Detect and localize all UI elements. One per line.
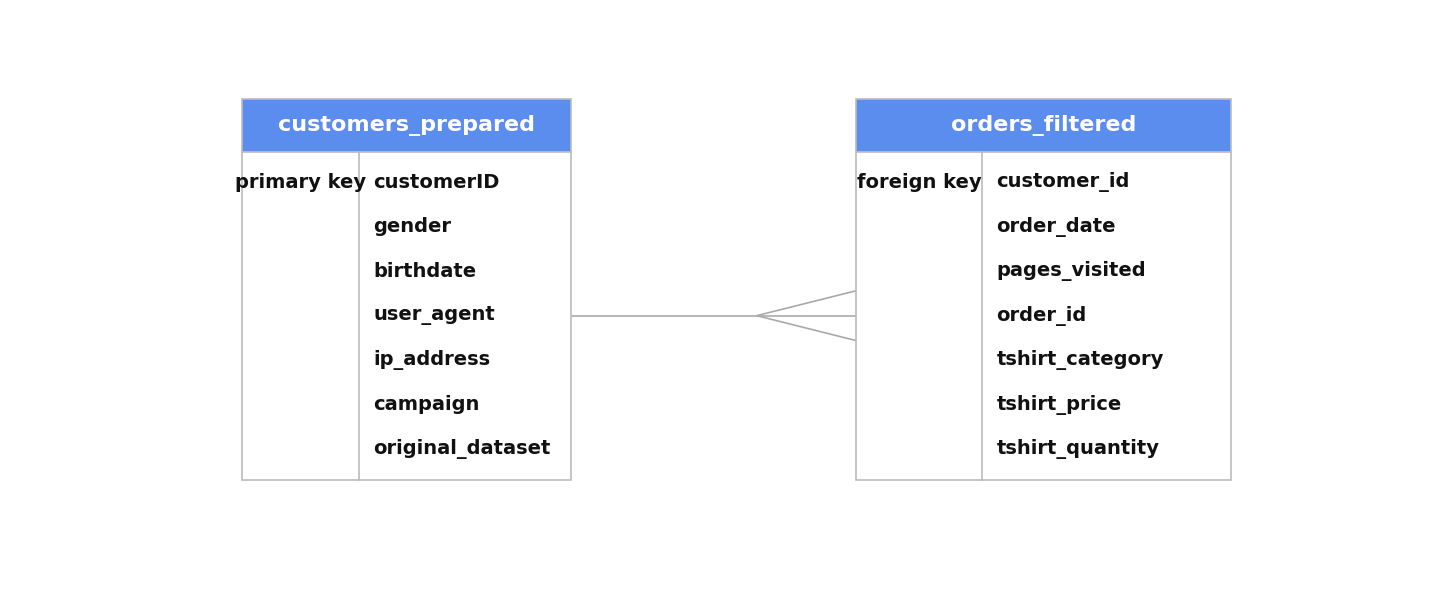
Text: customerID: customerID [373,173,500,192]
Text: campaign: campaign [373,395,480,414]
Text: primary key: primary key [235,173,366,192]
Text: customer_id: customer_id [996,172,1129,192]
Text: tshirt_price: tshirt_price [996,395,1122,415]
Text: original_dataset: original_dataset [373,439,551,459]
FancyBboxPatch shape [242,152,571,480]
FancyBboxPatch shape [857,100,1230,152]
Text: user_agent: user_agent [373,306,495,325]
FancyBboxPatch shape [857,152,1230,480]
Text: tshirt_quantity: tshirt_quantity [996,439,1159,459]
Text: gender: gender [373,217,451,236]
Text: ip_address: ip_address [373,350,490,370]
Text: birthdate: birthdate [373,261,476,281]
Text: order_id: order_id [996,306,1087,326]
Text: order_date: order_date [996,217,1116,237]
Text: pages_visited: pages_visited [996,261,1146,281]
Text: tshirt_category: tshirt_category [996,350,1164,370]
FancyBboxPatch shape [242,100,571,152]
Text: foreign key: foreign key [857,173,982,192]
Text: orders_filtered: orders_filtered [950,115,1136,136]
Text: customers_prepared: customers_prepared [278,115,535,136]
